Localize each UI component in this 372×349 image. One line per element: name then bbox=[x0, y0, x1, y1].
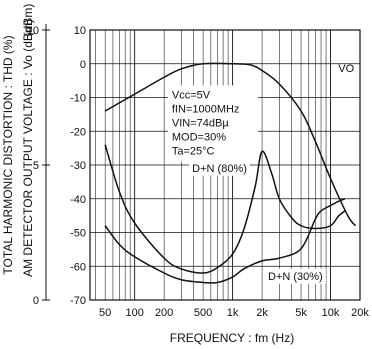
series-vo-line bbox=[104, 62, 357, 227]
x-tick-label: 50 bbox=[99, 307, 111, 319]
conditions-box: Vcc=5V fIN=1000MHz VIN=74dBµ MOD=30% Ta=25°C bbox=[167, 85, 258, 162]
y-inner-tick-label: 10 bbox=[74, 25, 86, 37]
x-tick-label: 2k bbox=[256, 307, 268, 319]
x-axis-label: FREQUENCY : fm (Hz) bbox=[170, 331, 294, 345]
conditions-background bbox=[167, 85, 258, 162]
x-tick-label: 10k bbox=[322, 307, 340, 319]
annotation-layer: VO D+N (80%) D+N (30%) bbox=[188, 63, 355, 284]
y-inner-tick-label: 0 bbox=[80, 59, 86, 71]
condition-line: Vcc=5V bbox=[172, 89, 211, 101]
condition-line: MOD=30% bbox=[172, 131, 226, 143]
y-inner-tick-label: -20 bbox=[70, 126, 86, 138]
y-inner-unit-label: (dBm) bbox=[21, 4, 35, 37]
y-inner-tick-label: -40 bbox=[70, 194, 86, 206]
x-tick-label: 1k bbox=[227, 307, 239, 319]
x-tick-label: 5k bbox=[295, 307, 307, 319]
condition-line: VIN=74dBµ bbox=[172, 117, 229, 129]
x-tick-label: 20k bbox=[351, 307, 369, 319]
annotation-d-n-30-: D+N (30%) bbox=[268, 271, 323, 283]
condition-line: Ta=25°C bbox=[172, 145, 215, 157]
x-tick-label: 100 bbox=[125, 307, 143, 319]
annotation-background bbox=[188, 160, 250, 176]
annotation-vo: VO bbox=[338, 63, 354, 75]
y-inner-tick-label: -50 bbox=[70, 228, 86, 240]
y-outer-tick-label: 10 bbox=[27, 25, 39, 37]
y-inner-axis-label: AM DETECTOR OUTPUT VOLTAGE : Vo (dBm) bbox=[21, 19, 35, 277]
y-inner-tick-label: -70 bbox=[70, 295, 86, 307]
annotation-d-n-80-: D+N (80%) bbox=[192, 163, 247, 175]
series-dn80-line bbox=[104, 144, 346, 274]
y-outer-axis-label: TOTAL HARMONIC DISTORTION : THD (%) bbox=[1, 35, 15, 274]
y-outer-tick-label: 5 bbox=[33, 160, 39, 172]
x-tick-label: 200 bbox=[155, 307, 173, 319]
y-inner-tick-label: -10 bbox=[70, 93, 86, 105]
x-tick-label: 500 bbox=[194, 307, 212, 319]
series-layer bbox=[104, 62, 357, 284]
plot-frame bbox=[89, 29, 361, 301]
y-inner-tick-label: -30 bbox=[70, 160, 86, 172]
y-outer-tick-label: 0 bbox=[33, 295, 39, 307]
y-inner-tick-label: -60 bbox=[70, 261, 86, 273]
condition-line: fIN=1000MHz bbox=[172, 103, 240, 115]
annotation-background bbox=[265, 268, 326, 284]
series-dn30-line bbox=[104, 198, 346, 284]
